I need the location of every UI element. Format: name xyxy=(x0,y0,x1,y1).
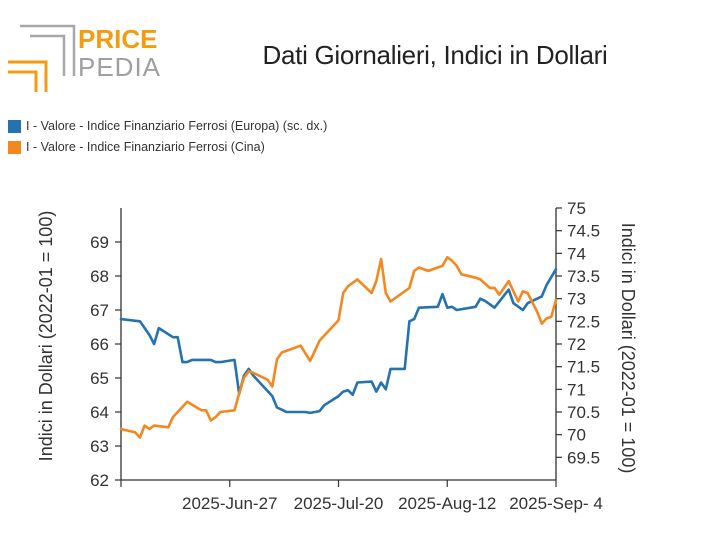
y-tick-label-right: 74 xyxy=(567,244,586,263)
y-tick-label-right: 72.5 xyxy=(567,312,600,331)
series-line-europa xyxy=(119,267,558,415)
legend-label-europa: I - Valore - Indice Finanziario Ferrosi … xyxy=(26,119,328,133)
y-tick-label-left: 63 xyxy=(90,437,109,456)
legend-label-cina: I - Valore - Indice Finanziario Ferrosi … xyxy=(26,140,265,154)
y-axis-left-title: Indici in Dollari (2022-01 = 100) xyxy=(36,211,56,462)
y-tick-label-left: 64 xyxy=(90,403,109,422)
y-tick-label-left: 65 xyxy=(90,369,109,388)
pricepedia-logo: PRICE PEDIA xyxy=(8,24,161,92)
y-tick-label-right: 69.5 xyxy=(567,448,600,467)
y-tick-label-left: 68 xyxy=(90,267,109,286)
series-line-cina xyxy=(119,256,558,439)
y-tick-label-right: 70.5 xyxy=(567,403,600,422)
x-tick-label: 2025-Sep- 4 xyxy=(509,494,603,513)
y-axis-right-title: Indici in Dollari (2022-01 = 100) xyxy=(618,223,638,474)
y-tick-label-right: 71 xyxy=(567,380,586,399)
x-tick-label: 2025-Aug-12 xyxy=(398,494,496,513)
logo-text-price: PRICE xyxy=(78,24,157,54)
y-tick-label-right: 72 xyxy=(567,335,586,354)
y-tick-label-right: 73.5 xyxy=(567,267,600,286)
y-tick-label-right: 75 xyxy=(567,199,586,218)
logo-text-pedia: PEDIA xyxy=(78,52,161,82)
y-tick-label-left: 69 xyxy=(90,233,109,252)
y-tick-label-right: 70 xyxy=(567,426,586,445)
y-tick-label-right: 73 xyxy=(567,290,586,309)
y-tick-label-left: 67 xyxy=(90,301,109,320)
chart-title: Dati Giornalieri, Indici in Dollari xyxy=(262,40,608,70)
legend-item-europa[interactable]: I - Valore - Indice Finanziario Ferrosi … xyxy=(8,119,327,133)
y-tick-label-left: 62 xyxy=(90,471,109,490)
legend-swatch-blue xyxy=(8,119,21,133)
y-tick-label-right: 71.5 xyxy=(567,358,600,377)
x-tick-label: 2025-Jul-20 xyxy=(294,494,384,513)
y-tick-label-right: 74.5 xyxy=(567,222,600,241)
y-tick-label-left: 66 xyxy=(90,335,109,354)
x-tick-label: 2025-Jun-27 xyxy=(182,494,277,513)
legend-item-cina[interactable]: I - Valore - Indice Finanziario Ferrosi … xyxy=(8,140,265,154)
legend-swatch-orange xyxy=(8,140,21,154)
